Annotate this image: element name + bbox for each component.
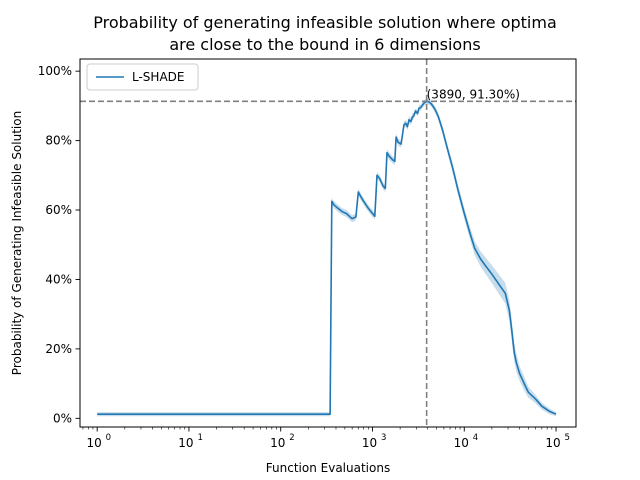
x-tick-exponent: 2 — [289, 433, 294, 443]
y-tick-label: 100% — [38, 64, 72, 78]
x-tick-exponent: 5 — [565, 433, 570, 443]
y-tick-label: 40% — [45, 272, 72, 286]
x-axis-label: Function Evaluations — [266, 461, 390, 475]
series-line-l-shade — [97, 100, 557, 415]
y-tick-label: 0% — [53, 411, 72, 425]
axes-frame — [79, 58, 577, 428]
x-tick-exponent: 0 — [106, 433, 111, 443]
y-axis-label: Probability of Generating Infeasible Sol… — [10, 111, 24, 375]
plot-clip-group — [97, 98, 557, 417]
x-tick-label: 10 — [454, 436, 469, 450]
x-tick-label: 10 — [270, 436, 285, 450]
x-tick-label: 10 — [87, 436, 102, 450]
chart-title-line-2: are close to the bound in 6 dimensions — [169, 35, 480, 54]
plot-area: (3890, 91.30%) — [80, 59, 576, 427]
y-tick-label: 20% — [45, 342, 72, 356]
axes: 10 0 10 1 10 2 10 3 10 4 10 5 0% 20% 40% 60% 80% 100% — [38, 58, 577, 450]
x-tick-label: 10 — [545, 436, 560, 450]
chart-title-line-1: Probability of generating infeasible sol… — [93, 13, 557, 32]
x-tick-label: 10 — [362, 436, 377, 450]
x-tick-exponent: 1 — [197, 433, 202, 443]
x-tick-exponent: 4 — [473, 433, 478, 443]
y-tick-label: 60% — [45, 203, 72, 217]
x-tick-label: 10 — [178, 436, 193, 450]
legend-frame — [86, 63, 199, 91]
legend: L-SHADE — [86, 63, 199, 91]
legend-label-l-shade: L-SHADE — [132, 70, 184, 84]
y-tick-label: 80% — [45, 134, 72, 148]
peak-annotation: (3890, 91.30%) — [427, 87, 520, 101]
x-tick-exponent: 3 — [381, 433, 386, 443]
